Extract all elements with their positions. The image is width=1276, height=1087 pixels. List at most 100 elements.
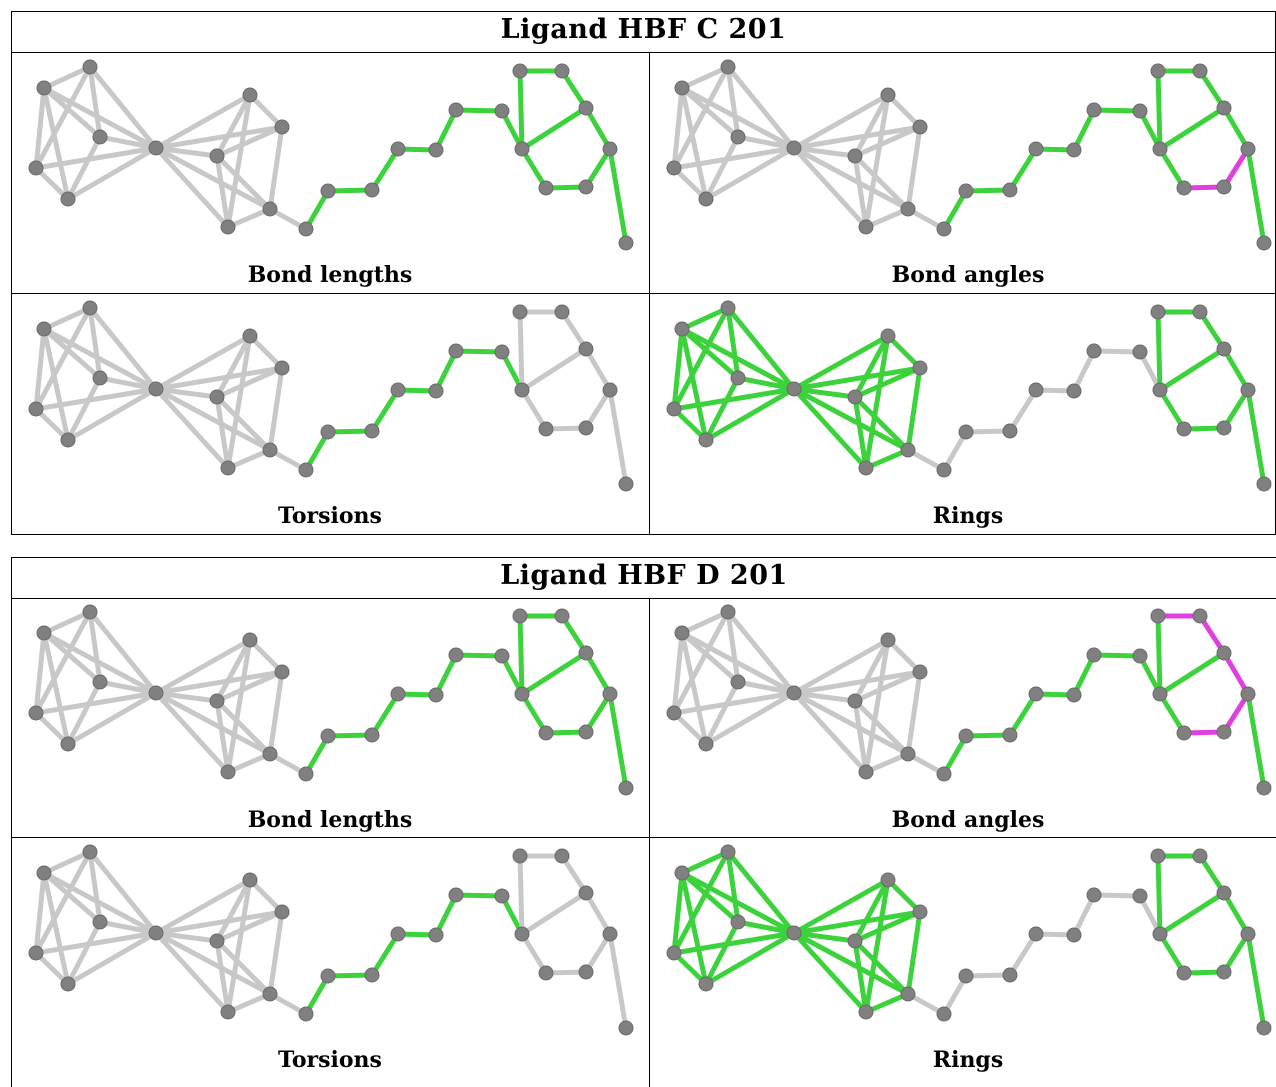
- atom: [1256, 476, 1272, 492]
- atom: [1152, 686, 1168, 702]
- atom: [242, 872, 258, 888]
- atom: [390, 141, 406, 157]
- atom: [858, 764, 874, 780]
- bond: [725, 64, 797, 151]
- bond: [671, 930, 797, 956]
- bond: [65, 930, 159, 987]
- atom: [514, 686, 530, 702]
- bond: [852, 394, 869, 471]
- atom: [320, 183, 336, 199]
- bond: [247, 877, 285, 915]
- atom: [298, 1006, 314, 1022]
- atom: [618, 1020, 634, 1036]
- atom: [1150, 608, 1166, 624]
- atom: [494, 888, 510, 904]
- atom: [364, 967, 380, 983]
- atom: [958, 968, 974, 984]
- bond: [905, 365, 923, 453]
- bond: [863, 637, 891, 775]
- atom: [428, 383, 444, 399]
- bond: [214, 637, 253, 704]
- atom: [242, 632, 258, 648]
- bond: [791, 365, 923, 392]
- bond: [791, 690, 869, 775]
- atom: [720, 300, 736, 316]
- atom: [578, 724, 594, 740]
- bond: [33, 64, 93, 171]
- molecule-image: [28, 300, 634, 492]
- bond: [153, 669, 285, 696]
- atom: [1002, 727, 1018, 743]
- bond: [87, 609, 103, 685]
- bond: [671, 849, 731, 956]
- cell-bond-lengths: Bond lengths: [12, 53, 648, 294]
- atom: [666, 401, 682, 417]
- atom: [666, 945, 682, 961]
- bond: [453, 348, 505, 355]
- bond: [1091, 348, 1143, 355]
- atom: [494, 344, 510, 360]
- row-divider: [12, 293, 1275, 294]
- atom: [720, 604, 736, 620]
- bond: [225, 991, 273, 1015]
- atom: [858, 219, 874, 235]
- bond: [791, 386, 869, 471]
- atom: [958, 424, 974, 440]
- atom: [618, 780, 634, 796]
- bond: [267, 365, 285, 453]
- bond: [65, 375, 103, 443]
- bond: [97, 679, 159, 696]
- bond: [214, 394, 273, 453]
- atom: [512, 63, 528, 79]
- bond: [671, 690, 797, 716]
- bond: [41, 64, 93, 91]
- bond: [87, 64, 159, 151]
- atom: [730, 129, 746, 145]
- bond: [679, 849, 731, 876]
- atom: [666, 160, 682, 176]
- atom: [148, 381, 164, 397]
- bond: [852, 877, 891, 944]
- atom: [220, 1004, 236, 1020]
- atom: [858, 460, 874, 476]
- bond: [1221, 346, 1251, 393]
- bond: [885, 877, 923, 915]
- bond: [87, 305, 103, 381]
- atom: [298, 462, 314, 478]
- atom: [912, 360, 928, 376]
- bond: [1155, 613, 1163, 697]
- atom: [900, 986, 916, 1002]
- cell-torsions: Torsions: [12, 294, 648, 535]
- atom: [514, 141, 530, 157]
- bond: [519, 890, 589, 937]
- panel-title: Ligand HBF C 201: [12, 12, 1275, 53]
- bond: [519, 105, 589, 152]
- bond: [679, 326, 741, 381]
- atom: [674, 625, 690, 641]
- bond: [153, 124, 285, 151]
- bond: [852, 153, 911, 212]
- atom: [578, 100, 594, 116]
- bond: [852, 698, 869, 775]
- bond: [225, 447, 273, 471]
- bond: [87, 849, 103, 925]
- atom: [1086, 647, 1102, 663]
- atom: [390, 686, 406, 702]
- bond: [41, 326, 159, 392]
- bond: [267, 909, 285, 997]
- bond: [153, 930, 220, 944]
- molecule-image: [666, 59, 1272, 251]
- atom: [60, 432, 76, 448]
- atom: [847, 693, 863, 709]
- bond: [905, 909, 923, 997]
- bond: [517, 853, 525, 937]
- bond: [679, 630, 741, 685]
- bond: [791, 690, 911, 757]
- atom: [242, 328, 258, 344]
- cell-caption: Bond lengths: [247, 262, 413, 288]
- atom: [1086, 343, 1102, 359]
- atom: [1002, 423, 1018, 439]
- bond: [519, 650, 589, 697]
- bond: [214, 909, 285, 944]
- bond: [1157, 146, 1187, 191]
